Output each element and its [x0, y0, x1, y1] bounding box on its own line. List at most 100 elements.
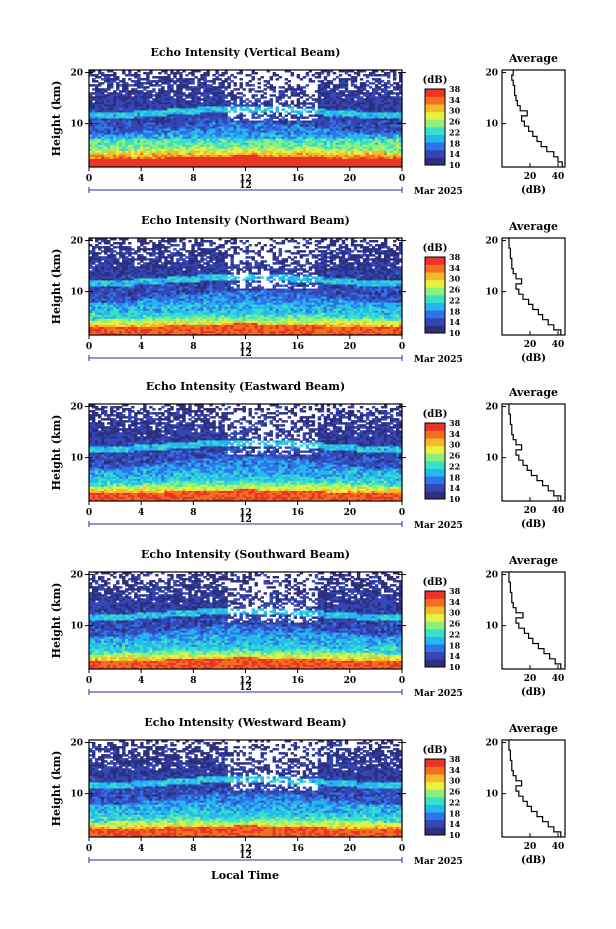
heatmap-cell [381, 74, 384, 76]
heatmap-cell [227, 104, 230, 106]
heatmap-cell [113, 262, 116, 264]
heatmap-cell [309, 80, 312, 82]
heatmap-cell [315, 240, 318, 242]
heatmap-cell [315, 72, 318, 74]
heatmap-cell [312, 250, 315, 252]
heatmap-cell [143, 72, 146, 74]
heatmap-cell [239, 240, 242, 242]
colorbar-tick-label: 10 [449, 160, 461, 170]
heatmap-cell [137, 262, 140, 264]
heatmap-cell [92, 84, 95, 86]
heatmap-cell [285, 104, 288, 106]
heatmap-cell [200, 94, 203, 96]
heatmap-cell [285, 94, 288, 96]
heatmap-cell [384, 74, 387, 76]
heatmap-cell [315, 90, 318, 92]
heatmap-cell [182, 94, 185, 96]
heatmap-cell [246, 84, 249, 86]
heatmap-cell [249, 250, 252, 252]
heatmap-cell [146, 248, 149, 250]
heatmap-cell [212, 74, 215, 76]
heatmap-cell [354, 80, 357, 82]
y-tick-label: 10 [70, 120, 83, 130]
heatmap-cell [146, 82, 149, 84]
heatmap-cell [312, 94, 315, 96]
heatmap-cell [252, 250, 255, 252]
heatmap-cell [128, 84, 131, 86]
heatmap-cell [200, 244, 203, 246]
heatmap-cell [264, 104, 267, 106]
heatmap-cell [140, 248, 143, 250]
heatmap-cell [134, 258, 137, 260]
heatmap-cell [113, 242, 116, 244]
heatmap-cell [348, 258, 351, 260]
heatmap-cell [143, 258, 146, 260]
heatmap-cell [369, 258, 372, 260]
heatmap-cell [276, 110, 279, 112]
heatmap-cell [161, 246, 164, 248]
heatmap-cell [315, 76, 318, 78]
heatmap-cell [230, 74, 233, 76]
heatmap-cell [306, 106, 309, 108]
heatmap-cell [92, 88, 95, 90]
heatmap-cell [101, 240, 104, 242]
heatmap-cell [255, 112, 258, 114]
heatmap-cell [98, 76, 101, 78]
heatmap-cell [185, 96, 188, 98]
heatmap-cell [294, 104, 297, 106]
heatmap-cell [330, 244, 333, 246]
heatmap-cell [92, 92, 95, 94]
heatmap-cell [294, 246, 297, 248]
heatmap-cell [333, 72, 336, 74]
colorbar-swatch [425, 142, 445, 150]
heatmap-cell [255, 90, 258, 92]
colorbar-tick-label: 18 [449, 138, 461, 148]
heatmap-cell [197, 254, 200, 256]
heatmap-cell [209, 80, 212, 82]
heatmap-cell [393, 244, 396, 246]
heatmap-cell [107, 250, 110, 252]
heatmap-cell [149, 84, 152, 86]
average-x-tick-label: 40 [552, 172, 565, 182]
heatmap-cell [230, 242, 233, 244]
heatmap-cell [306, 110, 309, 112]
heatmap-cell [354, 248, 357, 250]
x-tick-label: 4 [138, 174, 144, 184]
heatmap-cell [176, 80, 179, 82]
heatmap-cell [227, 86, 230, 88]
panel-title: Echo Intensity (Vertical Beam) [150, 46, 340, 59]
heatmap-cell [98, 72, 101, 74]
heatmap-cell [206, 80, 209, 82]
heatmap-cell [273, 94, 276, 96]
heatmap-cell [164, 250, 167, 252]
heatmap-cell [381, 90, 384, 92]
heatmap-cell [227, 240, 230, 242]
heatmap-cell [95, 76, 98, 78]
colorbar-tick-label: 14 [449, 149, 461, 159]
heatmap-cell [339, 252, 342, 254]
heatmap-cell [261, 96, 264, 98]
heatmap-cell [185, 250, 188, 252]
x-tick-label: 16 [291, 174, 304, 184]
heatmap-cell [182, 254, 185, 256]
heatmap-cell [224, 72, 227, 74]
heatmap-cell [294, 110, 297, 112]
heatmap-cell [384, 246, 387, 248]
heatmap-cell [249, 100, 252, 102]
heatmap-cell [339, 86, 342, 88]
heatmap-cell [342, 94, 345, 96]
heatmap-cell [345, 252, 348, 254]
heatmap-cell [258, 90, 261, 92]
heatmap-cell [95, 240, 98, 242]
heatmap-cell [372, 254, 375, 256]
heatmap-cell [327, 260, 330, 262]
heatmap-cell [279, 242, 282, 244]
heatmap-cell [297, 106, 300, 108]
heatmap-cell [236, 104, 239, 106]
heatmap-cell [92, 74, 95, 76]
heatmap-cell [206, 252, 209, 254]
heatmap-cell [315, 244, 318, 246]
heatmap-cell [291, 240, 294, 242]
heatmap-cell [306, 102, 309, 104]
x-tick-label: 0 [86, 174, 92, 184]
